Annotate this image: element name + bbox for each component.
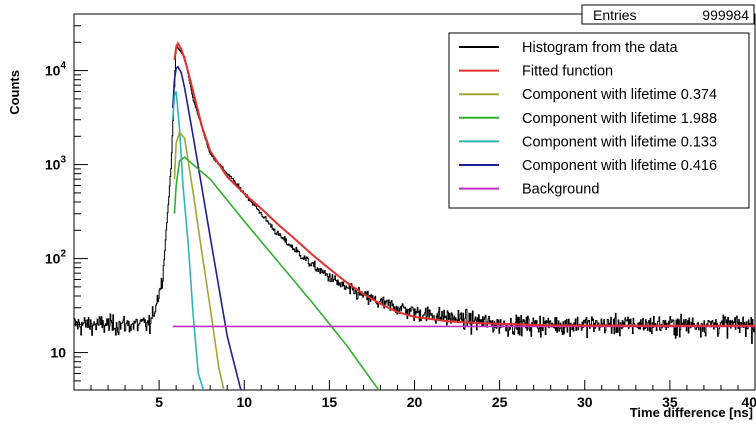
- series-fitted-function: [173, 41, 755, 327]
- series-component-with-lifetime-0-416: [171, 65, 242, 390]
- x-tick-label: 40: [741, 394, 756, 410]
- x-tick-label: 20: [407, 394, 423, 410]
- x-tick-label: 15: [322, 394, 338, 410]
- y-axis-title: Counts: [7, 70, 22, 115]
- legend: Histogram from the data Fitted function Co…: [448, 32, 750, 209]
- x-tick-label: 10: [236, 394, 252, 410]
- legend-label: Background: [522, 182, 599, 198]
- x-tick-label: 25: [492, 394, 508, 410]
- y-tick-label: 103: [45, 155, 67, 173]
- legend-label: Component with lifetime 0.416: [522, 158, 717, 174]
- stats-entries-value: 999984: [702, 7, 749, 23]
- y-tick-label: 102: [45, 249, 67, 267]
- series-component-with-lifetime-0-133: [171, 91, 205, 390]
- legend-label: Component with lifetime 0.133: [522, 134, 717, 150]
- legend-label: Histogram from the data: [522, 40, 678, 56]
- x-axis: 5 10 15 20 25 30 35 40: [90, 380, 756, 410]
- x-axis-title: Time difference [ns]: [630, 405, 753, 420]
- series-component-with-lifetime-1-988: [173, 156, 380, 390]
- legend-label: Fitted function: [522, 64, 613, 80]
- legend-label: Component with lifetime 1.988: [522, 111, 717, 127]
- x-tick-label: 30: [577, 394, 593, 410]
- y-axis: 10 102 103 104: [45, 13, 88, 391]
- y-tick-label: 104: [45, 61, 67, 79]
- curves-group: [74, 41, 755, 390]
- x-tick-label: 35: [662, 394, 678, 410]
- stats-box: Entries 999984: [581, 4, 755, 25]
- y-tick-label: 10: [50, 345, 66, 361]
- legend-label: Component with lifetime 0.374: [522, 87, 717, 103]
- x-tick-label: 5: [155, 394, 163, 410]
- stats-entries-label: Entries: [593, 7, 637, 23]
- series-component-with-lifetime-0-374: [173, 130, 225, 390]
